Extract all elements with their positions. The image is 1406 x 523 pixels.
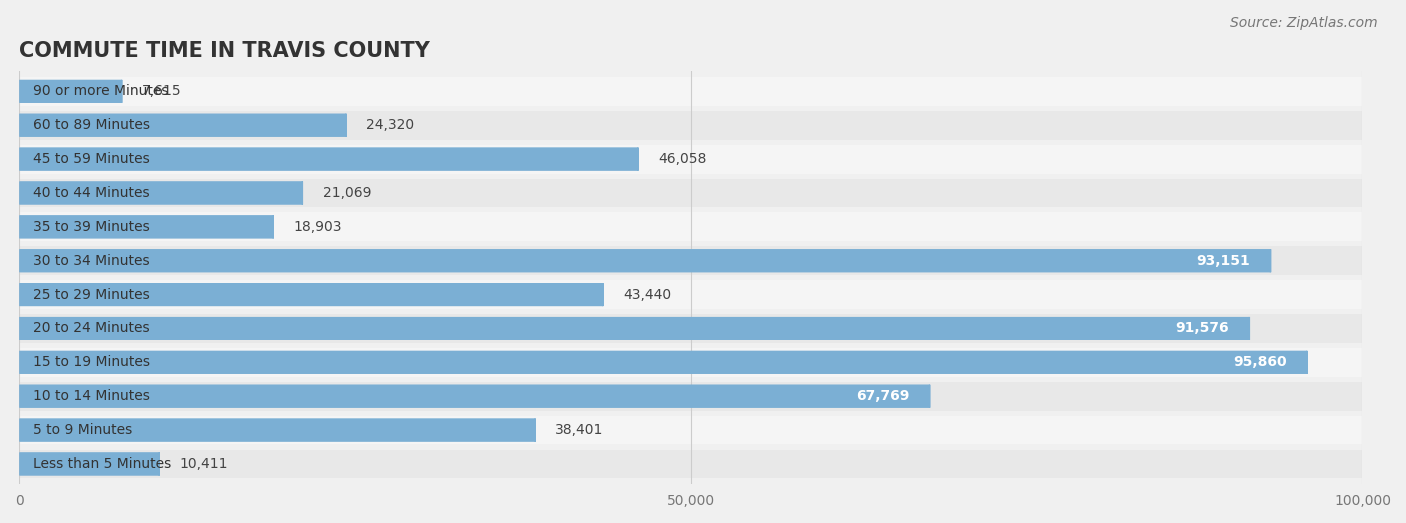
Text: 10,411: 10,411 [180, 457, 228, 471]
Text: 40 to 44 Minutes: 40 to 44 Minutes [32, 186, 149, 200]
Bar [20, 450, 1362, 479]
Bar [20, 416, 1362, 445]
Bar [20, 246, 1362, 275]
Bar [20, 348, 1362, 377]
Text: 21,069: 21,069 [322, 186, 371, 200]
Bar [20, 280, 1362, 309]
FancyBboxPatch shape [20, 215, 273, 238]
Text: 95,860: 95,860 [1233, 355, 1286, 369]
Text: 15 to 19 Minutes: 15 to 19 Minutes [32, 355, 150, 369]
FancyBboxPatch shape [20, 283, 603, 306]
Text: 90 or more Minutes: 90 or more Minutes [32, 84, 169, 98]
Text: 24,320: 24,320 [366, 118, 415, 132]
Text: COMMUTE TIME IN TRAVIS COUNTY: COMMUTE TIME IN TRAVIS COUNTY [20, 41, 430, 61]
FancyBboxPatch shape [20, 317, 1250, 340]
Bar [20, 111, 1362, 140]
FancyBboxPatch shape [20, 113, 346, 137]
Text: Less than 5 Minutes: Less than 5 Minutes [32, 457, 172, 471]
Text: 18,903: 18,903 [294, 220, 342, 234]
Text: 30 to 34 Minutes: 30 to 34 Minutes [32, 254, 149, 268]
FancyBboxPatch shape [20, 181, 302, 204]
Text: 43,440: 43,440 [623, 288, 671, 302]
Text: 5 to 9 Minutes: 5 to 9 Minutes [32, 423, 132, 437]
FancyBboxPatch shape [20, 351, 1308, 374]
FancyBboxPatch shape [20, 113, 346, 137]
FancyBboxPatch shape [20, 80, 122, 103]
FancyBboxPatch shape [20, 418, 536, 441]
Text: 38,401: 38,401 [555, 423, 603, 437]
FancyBboxPatch shape [20, 283, 603, 306]
Text: 91,576: 91,576 [1175, 322, 1229, 335]
Text: Source: ZipAtlas.com: Source: ZipAtlas.com [1230, 16, 1378, 30]
FancyBboxPatch shape [20, 147, 638, 170]
Text: 46,058: 46,058 [658, 152, 706, 166]
FancyBboxPatch shape [20, 385, 929, 408]
FancyBboxPatch shape [20, 147, 638, 170]
Text: 25 to 29 Minutes: 25 to 29 Minutes [32, 288, 149, 302]
Bar [20, 77, 1362, 106]
Text: 7,615: 7,615 [142, 84, 181, 98]
Text: 20 to 24 Minutes: 20 to 24 Minutes [32, 322, 149, 335]
Text: 93,151: 93,151 [1197, 254, 1250, 268]
FancyBboxPatch shape [20, 385, 929, 408]
Bar [20, 314, 1362, 343]
FancyBboxPatch shape [20, 249, 1271, 272]
FancyBboxPatch shape [20, 80, 122, 103]
Text: 45 to 59 Minutes: 45 to 59 Minutes [32, 152, 149, 166]
FancyBboxPatch shape [20, 317, 1250, 340]
FancyBboxPatch shape [20, 215, 273, 238]
Bar [20, 382, 1362, 411]
Text: 10 to 14 Minutes: 10 to 14 Minutes [32, 389, 149, 403]
FancyBboxPatch shape [20, 351, 1308, 374]
FancyBboxPatch shape [20, 418, 536, 441]
Bar [20, 212, 1362, 241]
Text: 67,769: 67,769 [856, 389, 910, 403]
Bar [20, 145, 1362, 174]
FancyBboxPatch shape [20, 452, 159, 475]
Text: 35 to 39 Minutes: 35 to 39 Minutes [32, 220, 149, 234]
FancyBboxPatch shape [20, 249, 1271, 272]
Bar [20, 178, 1362, 208]
FancyBboxPatch shape [20, 181, 302, 204]
Text: 60 to 89 Minutes: 60 to 89 Minutes [32, 118, 150, 132]
FancyBboxPatch shape [20, 452, 159, 475]
